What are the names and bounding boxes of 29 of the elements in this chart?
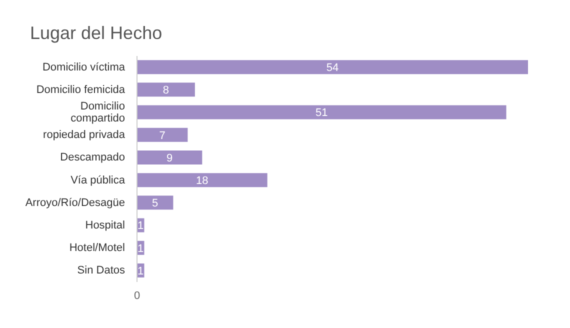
chart-title: Lugar del Hecho xyxy=(30,23,162,44)
bar xyxy=(137,60,528,74)
bar xyxy=(137,150,202,164)
data-label: 51 xyxy=(316,107,328,120)
y-tick-label: ropiedad privada xyxy=(43,129,126,142)
y-tick-label: Hospital xyxy=(85,219,125,232)
y-tick-label: Domicilio femicida xyxy=(36,84,126,96)
bar xyxy=(137,196,174,210)
data-label: 7 xyxy=(159,130,166,142)
data-label: 9 xyxy=(166,152,173,164)
bar xyxy=(137,173,268,188)
data-label: 1 xyxy=(138,220,144,232)
y-tick-label: Vía pública xyxy=(70,174,126,186)
y-tick-label: Arroyo/Río/Desagüe xyxy=(25,196,125,209)
data-label: 1 xyxy=(138,242,144,255)
y-tick-label: Domicilio víctima xyxy=(42,61,126,74)
data-label: 8 xyxy=(162,84,170,97)
data-label: 1 xyxy=(138,265,144,278)
y-tick-label: Sin Datos xyxy=(77,264,126,277)
y-tick-label: Domicilio compartido xyxy=(70,100,125,124)
text: 0 xyxy=(132,290,142,302)
y-tick-label: Descampado xyxy=(60,152,125,164)
bar xyxy=(137,82,195,97)
data-label: 5 xyxy=(152,198,158,210)
y-tick-label: Hotel/Motel xyxy=(69,242,125,254)
bar xyxy=(137,128,188,142)
data-label: 18 xyxy=(196,174,208,187)
data-label: 54 xyxy=(326,62,339,74)
bar xyxy=(137,105,506,120)
